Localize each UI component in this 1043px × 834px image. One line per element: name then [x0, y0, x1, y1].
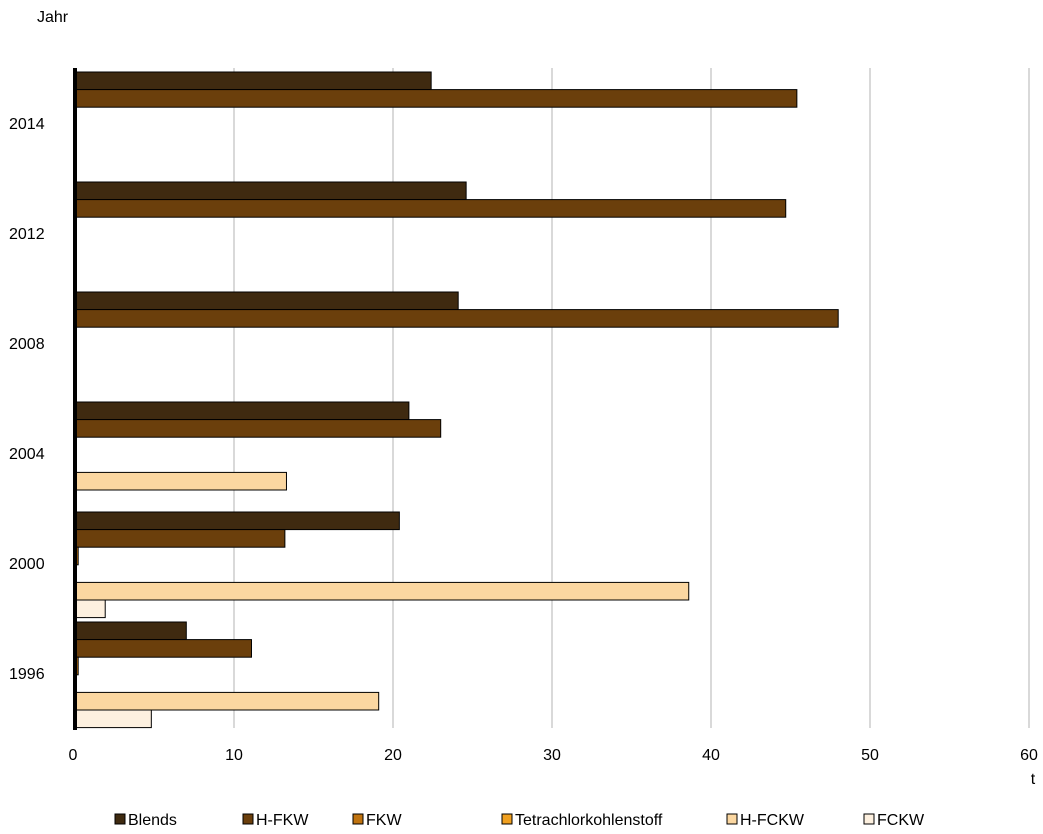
x-tick-label: 30: [543, 747, 561, 764]
bar-h-fckw-1996: [74, 691, 380, 711]
bar-h-fckw-2004: [74, 471, 287, 491]
legend: Blends H-FKW FKW Tetrachlorkohlenstoff H-FCK…: [114, 812, 925, 829]
x-tick-label: 10: [225, 747, 243, 764]
bar-blends-2008: [74, 291, 459, 311]
bar-h-fckw-2000: [74, 581, 690, 601]
y-tick-label: 2000: [9, 556, 45, 573]
y-tick-label: 2012: [9, 226, 45, 243]
x-tick-label: 20: [384, 747, 402, 764]
legend-swatch: [501, 813, 513, 825]
bar-blends-2014: [74, 71, 432, 91]
bar-blends-2000: [74, 511, 400, 531]
y-axis-label: Jahr: [37, 9, 69, 26]
legend-swatch: [242, 813, 254, 825]
legend-label: Tetrachlorkohlenstoff: [515, 812, 663, 829]
bar-blends-2004: [74, 401, 410, 421]
legend-label: Blends: [128, 812, 177, 829]
bar-blends-2012: [74, 181, 467, 201]
bar-h-fkw-1996: [74, 639, 252, 658]
x-tick-label: 40: [702, 747, 720, 764]
legend-label: H-FKW: [256, 812, 309, 829]
x-tick-label: 60: [1020, 747, 1038, 764]
x-tick-labels: 0 10 20 30 40 50 60: [69, 747, 1038, 764]
bar-h-fkw-2008: [74, 309, 839, 328]
x-tick-label: 0: [69, 747, 78, 764]
bar-h-fkw-2004: [74, 419, 442, 438]
bar-fckw-2000: [74, 599, 106, 619]
legend-label: FKW: [366, 812, 402, 829]
legend-label: H-FCKW: [740, 812, 805, 829]
bar-h-fkw-2012: [74, 199, 787, 218]
legend-label: FCKW: [877, 812, 925, 829]
y-tick-label: 2004: [9, 446, 45, 463]
bar-h-fkw-2014: [74, 89, 798, 108]
x-tick-label: 50: [861, 747, 879, 764]
bar-fckw-1996: [74, 709, 152, 729]
grid-lines: [233, 68, 1030, 728]
y-tick-label: 2008: [9, 336, 45, 353]
x-axis-label: t: [1031, 771, 1036, 788]
y-tick-label: 2014: [9, 116, 45, 133]
legend-swatch: [726, 813, 738, 825]
legend-swatch: [863, 813, 875, 825]
y-tick-label: 1996: [9, 666, 45, 683]
y-tick-labels: 1996 2000 2004 2008 2012 2014: [9, 116, 45, 683]
legend-swatch: [114, 813, 126, 825]
bar-h-fkw-2000: [74, 529, 286, 548]
legend-swatch: [352, 813, 364, 825]
bars: [74, 71, 839, 729]
bar-blends-1996: [74, 621, 187, 641]
